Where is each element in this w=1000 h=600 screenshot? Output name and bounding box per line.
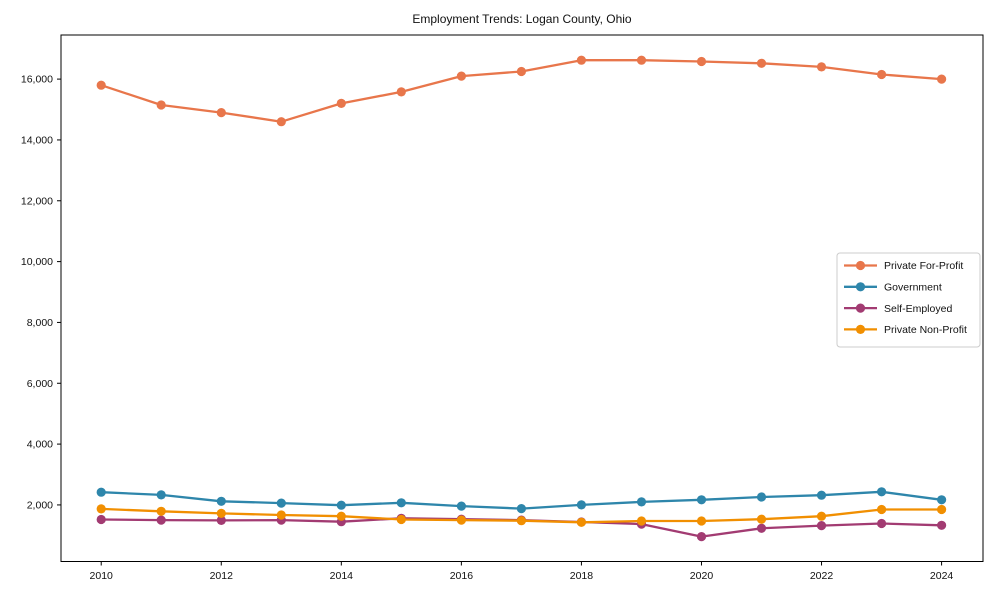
data-point-government <box>396 498 406 508</box>
data-point-private-for-profit <box>216 108 226 118</box>
data-point-government <box>516 504 527 514</box>
data-point-self-employed <box>816 521 827 531</box>
legend-label-government: Government <box>884 282 942 294</box>
data-point-government <box>696 495 707 505</box>
data-point-government <box>576 500 587 510</box>
data-point-private-for-profit <box>877 69 887 80</box>
y-tick-label: 8,000 <box>27 317 53 329</box>
data-point-private-for-profit <box>696 56 707 67</box>
x-tick-label: 2016 <box>450 570 474 582</box>
data-point-self-employed <box>696 532 707 542</box>
data-point-self-employed <box>96 514 106 525</box>
data-point-private-for-profit <box>456 71 466 81</box>
data-point-government <box>937 495 947 505</box>
data-point-private-non-profit <box>276 510 286 520</box>
legend-marker-self-employed <box>855 303 866 313</box>
data-point-private-non-profit <box>96 504 106 514</box>
x-tick-label: 2024 <box>930 570 954 582</box>
data-point-private-non-profit <box>756 514 767 524</box>
data-point-private-non-profit <box>696 516 707 526</box>
data-point-self-employed <box>937 520 947 530</box>
x-tick-label: 2012 <box>210 570 234 582</box>
data-point-private-non-profit <box>576 517 587 527</box>
y-tick-label: 10,000 <box>21 256 53 268</box>
x-tick-label: 2014 <box>330 570 354 582</box>
data-point-government <box>756 492 767 502</box>
plot-frame <box>60 34 984 562</box>
data-point-private-non-profit <box>816 511 827 521</box>
data-point-self-employed <box>216 515 226 526</box>
data-point-private-for-profit <box>276 117 286 127</box>
data-point-private-for-profit <box>396 87 406 97</box>
data-point-private-for-profit <box>336 98 346 108</box>
legend-marker-private-for-profit <box>855 260 866 271</box>
x-tick-label: 2010 <box>90 570 114 582</box>
data-point-private-for-profit <box>96 80 106 90</box>
data-point-private-non-profit <box>877 504 887 515</box>
legend-label-private-non-profit: Private Non-Profit <box>884 324 967 336</box>
legend-marker-government <box>855 282 866 292</box>
data-point-private-for-profit <box>937 74 947 84</box>
legend-box <box>836 252 981 348</box>
data-point-government <box>96 487 106 497</box>
data-point-private-for-profit <box>816 62 827 72</box>
data-point-private-for-profit <box>516 66 527 77</box>
data-point-government <box>156 490 166 500</box>
legend-label-self-employed: Self-Employed <box>884 303 952 315</box>
y-tick-label: 2,000 <box>27 499 53 511</box>
y-tick-label: 4,000 <box>27 439 53 451</box>
data-point-government <box>816 490 827 500</box>
data-point-private-non-profit <box>937 504 947 515</box>
data-point-private-non-profit <box>456 515 466 525</box>
data-point-private-non-profit <box>636 516 647 526</box>
data-point-self-employed <box>756 523 767 533</box>
data-point-private-non-profit <box>156 506 166 516</box>
legend-marker-private-non-profit <box>855 324 866 334</box>
x-tick-label: 2020 <box>690 570 714 582</box>
data-point-government <box>456 501 466 511</box>
data-point-private-non-profit <box>396 514 406 525</box>
data-point-private-for-profit <box>636 55 647 65</box>
data-point-private-for-profit <box>156 100 166 110</box>
legend-label-private-for-profit: Private For-Profit <box>884 260 963 272</box>
y-tick-label: 12,000 <box>21 195 53 207</box>
data-point-government <box>276 498 286 508</box>
chart-title: Employment Trends: Logan County, Ohio <box>412 12 632 26</box>
data-point-private-for-profit <box>576 55 587 65</box>
data-point-government <box>336 500 346 510</box>
data-point-government <box>636 497 647 507</box>
x-tick-label: 2022 <box>810 570 834 582</box>
data-point-self-employed <box>877 518 887 529</box>
data-point-government <box>877 487 887 497</box>
data-point-private-non-profit <box>336 511 346 521</box>
y-tick-label: 14,000 <box>21 134 53 146</box>
data-point-private-non-profit <box>516 516 527 526</box>
y-tick-label: 6,000 <box>27 378 53 390</box>
data-point-self-employed <box>156 515 166 525</box>
data-point-private-for-profit <box>756 58 767 68</box>
data-point-private-non-profit <box>216 508 226 518</box>
data-point-government <box>216 496 226 506</box>
x-tick-label: 2018 <box>570 570 594 582</box>
y-tick-label: 16,000 <box>21 74 53 86</box>
